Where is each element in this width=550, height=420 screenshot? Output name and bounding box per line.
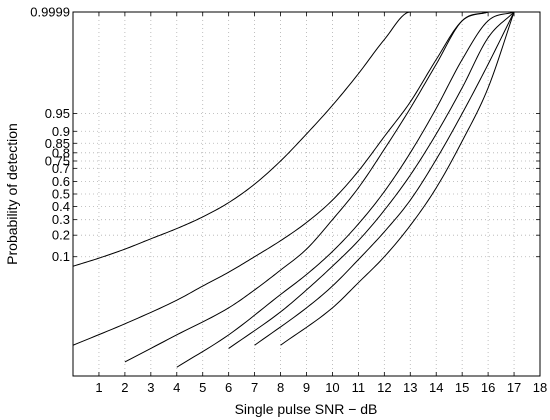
x-tick-label: 1 (95, 380, 102, 395)
y-tick-label: 0.8 (52, 145, 70, 160)
y-tick-label: 0.6 (52, 174, 70, 189)
ticks-layer: 1 2 3 4 5 6 7 8 9 10 11 12 13 14 15 16 17 180.10.20.30.40… (30, 5, 547, 396)
x-axis-label: Single pulse SNR − dB (235, 401, 378, 417)
x-tick-label: 4 (173, 380, 180, 395)
y-tick-label: 0.1 (52, 249, 70, 264)
series-line-7 (280, 11, 540, 346)
y-tick-label: 0.4 (52, 199, 70, 214)
x-tick-label: 6 (225, 380, 232, 395)
x-tick-label: 13 (403, 380, 417, 395)
x-tick-label: 11 (352, 380, 366, 395)
y-tick-label: 0.95 (45, 106, 70, 121)
x-tick-label: 14 (429, 380, 443, 395)
x-tick-label: 5 (199, 380, 206, 395)
y-tick-label: 0.3 (52, 212, 70, 227)
grid-layer (73, 11, 541, 376)
series-line-5 (228, 11, 540, 349)
x-tick-label: 17 (507, 380, 521, 395)
x-tick-label: 18 (533, 380, 547, 395)
x-tick-label: 15 (455, 380, 469, 395)
y-tick-label: 0.2 (52, 228, 70, 243)
x-tick-label: 10 (325, 380, 339, 395)
x-tick-label: 2 (121, 380, 128, 395)
x-tick-label: 9 (303, 380, 310, 395)
series-line-4 (176, 11, 540, 368)
x-tick-label: 3 (147, 380, 154, 395)
y-tick-label: 0.75 (45, 153, 70, 168)
x-tick-label: 8 (277, 380, 284, 395)
series-layer (72, 11, 540, 368)
y-tick-label: 0.5 (52, 187, 70, 202)
series-line-6 (254, 11, 540, 346)
series-line-1 (72, 11, 540, 267)
y-tick-label: 0.9 (52, 124, 70, 139)
x-tick-label: 12 (377, 380, 391, 395)
y-tick-label: 0.7 (52, 161, 70, 176)
y-axis-label: Probability of detection (4, 123, 20, 265)
x-tick-label: 7 (251, 380, 258, 395)
y-tick-label: 0.85 (45, 136, 70, 151)
x-tick-label: 16 (481, 380, 495, 395)
series-line-2 (72, 11, 540, 346)
y-tick-label: 0.9999 (30, 5, 70, 20)
series-line-3 (124, 11, 540, 363)
